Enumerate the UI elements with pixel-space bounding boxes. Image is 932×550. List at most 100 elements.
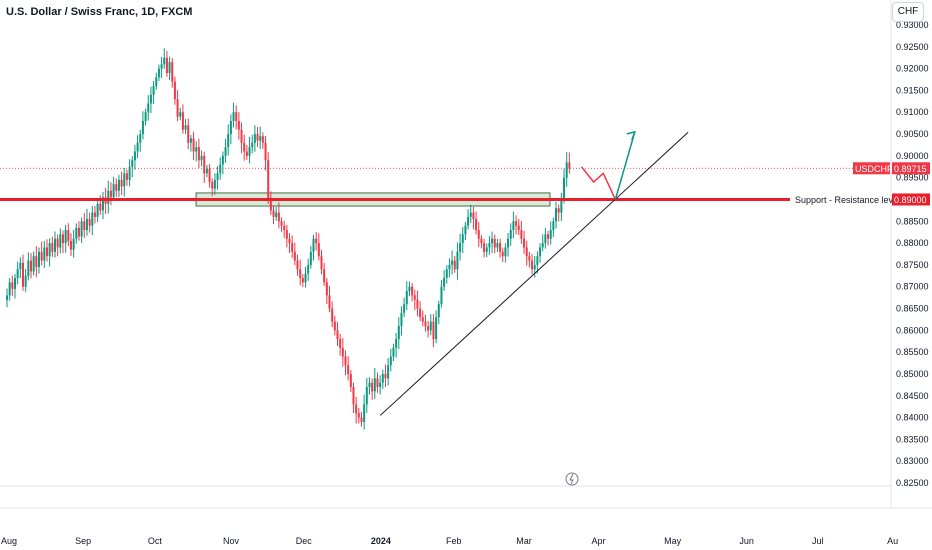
candle bbox=[464, 222, 467, 241]
price-axis[interactable]: 0.93000 0.92500 0.92000 0.91500 0.91000 0.905… bbox=[896, 20, 929, 488]
candle bbox=[392, 343, 395, 361]
lightning-icon[interactable] bbox=[565, 472, 579, 486]
candle bbox=[539, 243, 542, 263]
candle bbox=[107, 180, 110, 214]
candle bbox=[429, 314, 432, 336]
candle bbox=[235, 105, 238, 130]
ascending-trendline[interactable] bbox=[379, 131, 689, 416]
candle bbox=[443, 270, 446, 291]
candle bbox=[389, 348, 392, 372]
candle bbox=[205, 164, 208, 178]
candle bbox=[291, 235, 294, 259]
candle bbox=[288, 233, 291, 253]
y-tick-label: 0.84500 bbox=[896, 391, 929, 401]
candle bbox=[448, 258, 451, 278]
candle bbox=[91, 206, 94, 235]
candle bbox=[16, 261, 19, 285]
candle bbox=[485, 243, 488, 258]
candle bbox=[523, 230, 526, 254]
candle bbox=[181, 104, 184, 134]
candle bbox=[227, 124, 230, 156]
y-tick-label: 0.93000 bbox=[896, 20, 929, 30]
support-price-badge: 0.89000 bbox=[892, 193, 930, 206]
candle bbox=[165, 50, 168, 77]
candle bbox=[35, 246, 38, 278]
candle bbox=[224, 139, 227, 163]
symbol-badge: USDCHF bbox=[853, 162, 893, 175]
candle bbox=[88, 212, 91, 233]
y-tick-label: 0.91500 bbox=[896, 85, 929, 95]
candle bbox=[501, 247, 504, 262]
candle bbox=[325, 277, 328, 305]
x-tick-label: Mar bbox=[516, 536, 532, 546]
candle bbox=[301, 273, 304, 287]
candle bbox=[421, 310, 424, 327]
candle bbox=[440, 280, 443, 308]
candle bbox=[541, 234, 544, 252]
y-tick-label: 0.83500 bbox=[896, 434, 929, 444]
candle bbox=[29, 253, 32, 279]
candle bbox=[179, 107, 182, 121]
candle bbox=[37, 247, 40, 274]
candle bbox=[520, 221, 523, 245]
time-axis[interactable]: Aug Sep Oct Nov Dec 2024 Feb Mar Apr May Jun Jul Au bbox=[1, 536, 898, 546]
candle bbox=[563, 168, 566, 204]
candle bbox=[69, 233, 72, 256]
candle bbox=[536, 251, 539, 274]
candle bbox=[512, 211, 515, 239]
projection-red-path bbox=[580, 166, 617, 200]
candle bbox=[411, 282, 414, 302]
candle bbox=[27, 252, 30, 281]
candle bbox=[189, 134, 192, 152]
candle bbox=[139, 129, 142, 152]
candle bbox=[557, 204, 560, 222]
candle bbox=[568, 152, 571, 174]
candle bbox=[312, 234, 315, 261]
y-tick-label: 0.82500 bbox=[896, 478, 929, 488]
svg-text:0.89715: 0.89715 bbox=[894, 164, 927, 174]
candle bbox=[424, 314, 427, 332]
candle bbox=[357, 407, 360, 424]
candle bbox=[275, 206, 278, 221]
x-tick-label: Feb bbox=[446, 536, 462, 546]
x-tick-label: Dec bbox=[296, 536, 313, 546]
candle bbox=[101, 191, 104, 220]
candle bbox=[171, 58, 174, 88]
candle bbox=[213, 173, 216, 195]
candle bbox=[21, 254, 24, 291]
candle bbox=[517, 218, 520, 236]
candle bbox=[216, 166, 219, 190]
symbol-title: U.S. Dollar / Swiss Franc, 1D, FXCM bbox=[6, 6, 193, 18]
candle bbox=[296, 254, 299, 276]
candle bbox=[109, 182, 112, 206]
candle bbox=[435, 310, 438, 344]
candle bbox=[507, 233, 510, 257]
currency-badge[interactable]: CHF bbox=[892, 2, 924, 22]
candle bbox=[405, 281, 408, 311]
candle bbox=[349, 369, 352, 392]
candle bbox=[285, 224, 288, 248]
candle bbox=[187, 118, 190, 150]
candle bbox=[131, 156, 134, 178]
candle bbox=[176, 90, 179, 122]
candle bbox=[24, 268, 27, 292]
candle bbox=[387, 358, 390, 386]
candle bbox=[192, 131, 195, 161]
candle bbox=[245, 144, 248, 160]
candle bbox=[40, 241, 43, 266]
candle bbox=[477, 221, 480, 248]
candle bbox=[475, 211, 478, 235]
candle bbox=[125, 169, 128, 186]
x-tick-label: May bbox=[664, 536, 682, 546]
candle bbox=[528, 251, 531, 268]
candle bbox=[269, 191, 272, 216]
candle bbox=[531, 254, 534, 275]
candle bbox=[251, 134, 254, 154]
candle bbox=[451, 250, 454, 275]
candle bbox=[112, 176, 115, 201]
candle bbox=[504, 243, 507, 263]
candle bbox=[211, 178, 214, 197]
support-level-label: Support - Resistance level bbox=[792, 193, 900, 206]
candle bbox=[160, 57, 163, 78]
